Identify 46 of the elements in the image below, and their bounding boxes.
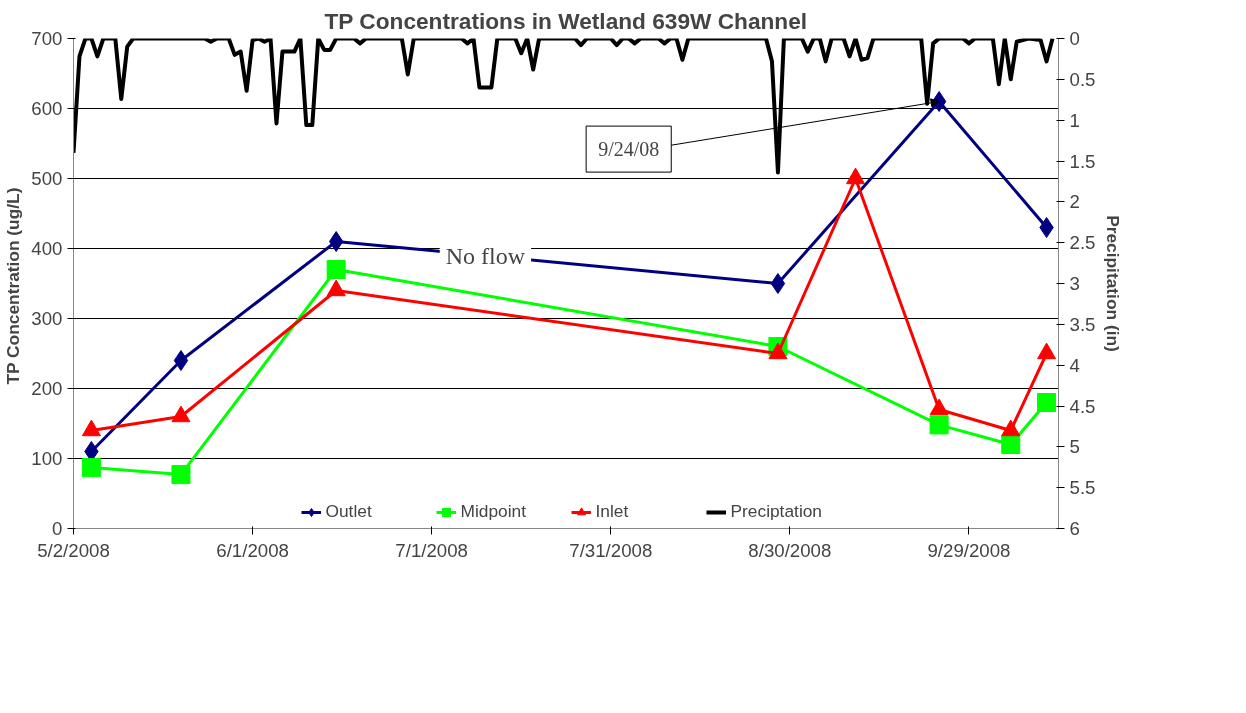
y2-tick-label: 6 [1069, 518, 1080, 539]
point [326, 260, 346, 279]
y-axis-title: TP Concentration (ug/L) [3, 187, 24, 385]
y2-tick-label: 4.5 [1069, 395, 1096, 417]
y-tick-label: 200 [31, 378, 63, 399]
y2-tick-label: 0.5 [1069, 68, 1096, 90]
x-tick-label: 5/2/2008 [37, 539, 110, 561]
chart-title: TP Concentrations in Wetland 639W Channel [324, 7, 808, 34]
y-tick-label: 400 [31, 238, 63, 259]
y2-tick-label: 0 [1069, 28, 1080, 49]
y2-tick-label: 2.5 [1069, 232, 1096, 254]
x-tick-label: 6/1/2008 [216, 539, 289, 561]
annotation: No flow [445, 242, 526, 269]
legend-label: Outlet [325, 501, 373, 522]
y2-tick-label: 4 [1069, 354, 1080, 376]
y2-tick-label: 1.5 [1069, 150, 1096, 172]
legend-label: Preciptation [730, 501, 823, 522]
y-tick-label: 0 [52, 518, 63, 539]
y2-tick-label: 3 [1069, 273, 1080, 294]
x-tick-label: 8/30/2008 [748, 539, 832, 561]
point [770, 273, 786, 294]
y2-tick-label: 2 [1069, 191, 1080, 213]
x-tick-label: 7/31/2008 [569, 539, 653, 561]
y-tick-label: 500 [31, 168, 63, 189]
x-tick-label: 9/29/2008 [927, 539, 1011, 561]
y2-axis-title: Precipitation (in) [1103, 215, 1124, 352]
point [81, 458, 101, 478]
point [1001, 435, 1021, 454]
y2-tick-label: 5 [1069, 436, 1080, 458]
y2-tick-label: 5.5 [1069, 477, 1096, 499]
y-tick-label: 300 [31, 308, 63, 329]
annotation: 9/24/08 [598, 138, 660, 161]
y2-tick-label: 1 [1069, 109, 1080, 131]
point [929, 415, 949, 435]
point [329, 231, 344, 252]
point [173, 350, 189, 371]
y2-tick-label: 3.5 [1069, 313, 1096, 335]
legend-label: Midpoint [460, 501, 527, 522]
y-tick-label: 700 [31, 28, 63, 49]
legend-label: Inlet [595, 501, 630, 522]
point [1039, 217, 1054, 238]
point [1037, 393, 1057, 412]
point [171, 465, 191, 485]
y-tick-label: 100 [31, 448, 63, 469]
x-tick-label: 7/1/2008 [395, 539, 468, 561]
y-tick-label: 600 [31, 98, 63, 119]
